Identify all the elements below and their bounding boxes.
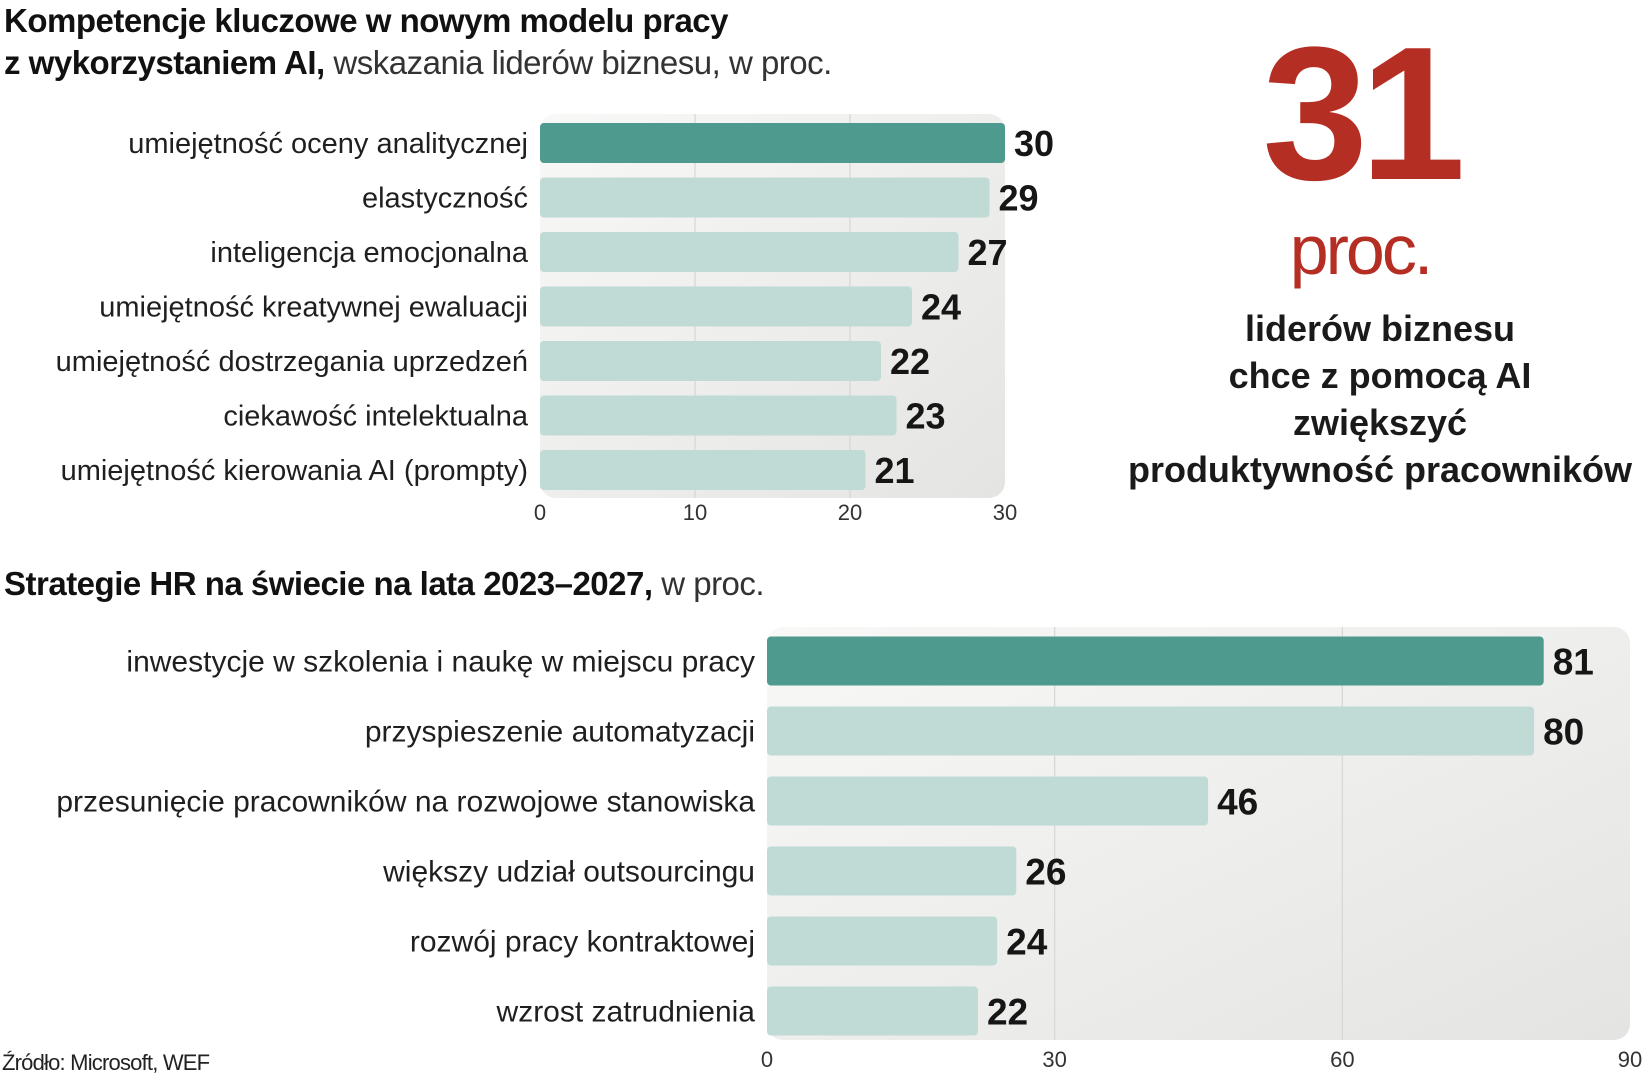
chart2-title: Strategie HR na świecie na lata 2023–202…	[4, 563, 765, 605]
chart2-category-label: inwestycje w szkolenia i naukę w miejscu…	[126, 646, 755, 679]
chart2-value-label: 81	[1553, 641, 1594, 682]
stat-desc-line-2: chce z pomocą AI	[1228, 355, 1532, 396]
source-note: Źródło: Microsoft, WEF	[2, 1050, 210, 1075]
chart2-bar	[767, 916, 998, 966]
chart2-category-label: wzrost zatrudnienia	[496, 996, 756, 1029]
chart1-category-label: ciekawość intelektualna	[223, 401, 529, 433]
chart1-title-line1: Kompetencje kluczowe w nowym modelu prac…	[4, 2, 729, 39]
chart1-category-label: umiejętność kreatywnej ewaluacji	[99, 292, 528, 324]
chart1-bar	[540, 123, 1005, 163]
stat-desc-line-1: liderów biznesu	[1244, 308, 1516, 349]
chart1-competencies: umiejętność oceny analitycznej 30 elastycz…	[56, 114, 1054, 525]
chart1-bar	[540, 395, 897, 436]
chart2-value-label: 80	[1543, 711, 1584, 752]
chart2-category-label: większy udział outsourcingu	[382, 856, 755, 889]
chart2-value-label: 24	[1006, 921, 1048, 962]
chart2-plot-panel	[767, 627, 1630, 1040]
chart1-category-label: umiejętność kierowania AI (prompty)	[61, 455, 528, 487]
highlight-stat-number: 31	[1262, 8, 1465, 220]
chart2-bar	[767, 706, 1535, 756]
chart2-value-label: 46	[1217, 781, 1258, 822]
chart1-tick-label: 30	[993, 500, 1017, 525]
chart2-bar	[767, 986, 978, 1036]
chart2-tick-label: 60	[1330, 1047, 1354, 1072]
chart1-value-label: 29	[999, 177, 1039, 218]
chart2-subtitle: w proc.	[661, 565, 765, 602]
chart2-category-label: przyspieszenie automatyzacji	[365, 716, 755, 749]
chart1-tick-label: 10	[683, 500, 707, 525]
chart2-bar	[767, 846, 1017, 896]
chart2-category-label: przesunięcie pracowników na rozwojowe st…	[56, 786, 755, 819]
chart2-value-label: 26	[1025, 851, 1066, 892]
chart1-category-label: umiejętność oceny analitycznej	[128, 128, 528, 160]
chart1-value-label: 27	[968, 232, 1008, 273]
stat-desc-line-4: produktywność pracowników	[1127, 449, 1633, 490]
chart2-title-main: Strategie HR na świecie na lata 2023–202…	[4, 565, 653, 602]
chart2-value-label: 22	[987, 991, 1028, 1032]
highlight-stat-description: liderów biznesu chce z pomocą AI zwiększ…	[1120, 305, 1640, 493]
chart2-bar	[767, 636, 1544, 686]
highlight-stat-unit: proc.	[1289, 211, 1434, 289]
chart2-bar	[767, 776, 1209, 826]
chart1-category-label: umiejętność dostrzegania uprzedzeń	[56, 346, 528, 378]
stat-desc-line-3: zwiększyć	[1292, 402, 1468, 443]
chart1-value-label: 22	[890, 341, 930, 382]
chart2-category-label: rozwój pracy kontraktowej	[410, 926, 755, 959]
chart2-tick-label: 30	[1042, 1047, 1066, 1072]
chart1-category-label: inteligencja emocjonalna	[210, 237, 528, 269]
chart2-tick-label: 0	[761, 1047, 773, 1072]
chart1-bar	[540, 341, 881, 381]
chart1-value-label: 30	[1014, 123, 1054, 164]
chart1-tick-label: 20	[838, 500, 862, 525]
chart1-bar	[540, 450, 866, 490]
chart2-tick-label: 90	[1618, 1047, 1642, 1072]
chart1-bar	[540, 286, 912, 327]
chart1-value-label: 23	[906, 395, 946, 436]
chart1-value-label: 21	[875, 450, 915, 491]
chart1-category-label: elastyczność	[362, 183, 528, 215]
chart1-title-line2: z wykorzystaniem AI,	[4, 44, 325, 81]
chart1-value-label: 24	[921, 286, 961, 327]
chart1-bar	[540, 232, 959, 272]
chart1-title: Kompetencje kluczowe w nowym modelu prac…	[4, 0, 832, 84]
chart1-tick-label: 0	[534, 500, 546, 525]
chart1-subtitle: wskazania liderów biznesu, w proc.	[333, 44, 832, 81]
chart1-bar	[540, 177, 990, 218]
